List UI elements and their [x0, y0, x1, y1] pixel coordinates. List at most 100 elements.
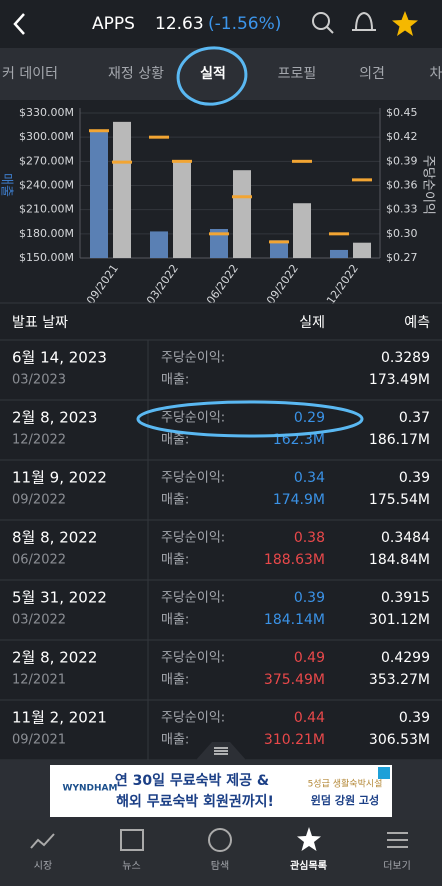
- chart-panel: [0, 100, 442, 303]
- revenue-forecast: 186.17M: [369, 432, 430, 448]
- tab[interactable]: 커 데이터: [2, 66, 58, 82]
- eps-actual: 0.44: [294, 710, 325, 726]
- alert-icon[interactable]: [352, 11, 376, 31]
- price-change: (-1.56%): [208, 14, 281, 34]
- period: 03/2023: [12, 373, 66, 388]
- tab[interactable]: 재정 상황: [108, 66, 164, 82]
- y-tick-label: $240.00M: [19, 179, 74, 192]
- nav-label[interactable]: 더보기: [383, 860, 411, 872]
- y-tick-label: $330.00M: [19, 106, 74, 119]
- revenue-label: 매출:: [161, 553, 189, 568]
- market-icon: [30, 833, 55, 849]
- period: 12/2022: [12, 433, 66, 448]
- date: 6월 14, 2023: [12, 349, 107, 367]
- revenue-actual: 375.49M: [264, 672, 325, 688]
- date: 8월 8, 2022: [12, 529, 97, 547]
- date: 11월 9, 2022: [12, 469, 107, 487]
- eps-label: 주당순이익:: [161, 351, 225, 366]
- eps-marker: [89, 129, 109, 133]
- revenue-actual: 310.21M: [264, 732, 325, 748]
- nav-label[interactable]: 시장: [34, 860, 52, 872]
- nav-icons: [30, 828, 408, 852]
- revenue-forecast: 306.53M: [369, 732, 430, 748]
- watchlist-icon: [297, 827, 321, 851]
- eps-forecast: 0.4299: [381, 650, 430, 666]
- tab[interactable]: 차: [430, 66, 442, 82]
- y2-tick-label: $0.30: [386, 227, 418, 240]
- ad-close[interactable]: [378, 767, 390, 779]
- period: 09/2021: [12, 733, 66, 748]
- price: 12.63: [155, 14, 204, 34]
- bar: [113, 121, 131, 258]
- column-header: 실제: [299, 315, 325, 331]
- y2-tick-label: $0.27: [386, 251, 418, 264]
- revenue-label: 매출:: [161, 613, 189, 628]
- y2-tick-label: $0.36: [386, 179, 418, 192]
- y2-axis-title: 주당순이익: [421, 155, 436, 215]
- ad-place: 윈덤 강원 고성: [311, 793, 379, 807]
- ad-line: 해외 무료숙박 회원권까지!: [116, 793, 274, 810]
- nav-label[interactable]: 관심목록: [290, 859, 327, 872]
- watchlist-star[interactable]: [392, 11, 418, 36]
- revenue-actual: 188.63M: [264, 552, 325, 568]
- date: 2월 8, 2022: [12, 649, 97, 667]
- eps-label: 주당순이익:: [161, 531, 225, 546]
- tab[interactable]: 의견: [359, 66, 385, 82]
- date: 2월 8, 2023: [12, 409, 97, 427]
- search-icon[interactable]: [312, 12, 334, 34]
- eps-forecast: 0.3915: [381, 590, 430, 606]
- y-tick-label: $300.00M: [19, 130, 74, 143]
- y2-tick-label: $0.42: [386, 130, 418, 143]
- ad-tag: 5성급 생활숙박시설: [308, 778, 383, 790]
- period: 06/2022: [12, 553, 66, 568]
- bar: [353, 242, 371, 258]
- column-header: 예측: [404, 315, 430, 331]
- y-tick-label: $270.00M: [19, 154, 74, 167]
- y-tick-label: $210.00M: [19, 203, 74, 216]
- nav-label[interactable]: 뉴스: [122, 860, 140, 872]
- revenue-actual: 174.9M: [273, 492, 325, 508]
- bottom-nav: [0, 820, 442, 886]
- eps-actual: 0.29: [294, 410, 325, 426]
- eps-forecast: 0.37: [399, 410, 430, 426]
- eps-label: 주당순이익:: [161, 591, 225, 606]
- eps-label: 주당순이익:: [161, 471, 225, 486]
- eps-actual: 0.49: [294, 650, 325, 666]
- eps-forecast: 0.39: [399, 710, 430, 726]
- bar: [90, 129, 108, 258]
- date: 5월 31, 2022: [12, 589, 107, 607]
- y-tick-label: $150.00M: [19, 251, 74, 264]
- period: 03/2022: [12, 613, 66, 628]
- revenue-forecast: 175.54M: [369, 492, 430, 508]
- tab-bar: [0, 48, 442, 100]
- back-button[interactable]: [13, 13, 25, 35]
- ad-banner[interactable]: [50, 765, 392, 817]
- revenue-forecast: 353.27M: [369, 672, 430, 688]
- eps-marker: [232, 195, 252, 199]
- date: 11월 2, 2021: [12, 709, 107, 727]
- bar: [330, 249, 348, 258]
- eps-actual: 0.39: [294, 590, 325, 606]
- eps-label: 주당순이익:: [161, 711, 225, 726]
- tab[interactable]: 프로필: [278, 66, 317, 82]
- ad-line: 연 30일 무료숙박 제공 &: [115, 772, 269, 789]
- nav-label[interactable]: 탐색: [211, 860, 229, 872]
- y2-tick-label: $0.45: [386, 106, 418, 119]
- eps-forecast: 0.3484: [381, 530, 430, 546]
- column-header: 발표 날짜: [12, 315, 68, 331]
- revenue-label: 매출:: [161, 433, 189, 448]
- eps-marker: [292, 159, 312, 163]
- tab[interactable]: 실적: [200, 65, 226, 82]
- eps-marker: [112, 160, 132, 164]
- more-handle[interactable]: [196, 742, 246, 760]
- period: 12/2021: [12, 673, 66, 688]
- highlight-circle: [136, 400, 364, 438]
- revenue-label: 매출:: [161, 373, 189, 388]
- eps-marker: [172, 159, 192, 163]
- eps-label: 주당순이익:: [161, 651, 225, 666]
- bar: [150, 231, 168, 258]
- eps-actual: 0.34: [294, 470, 325, 486]
- eps-marker: [149, 135, 169, 139]
- symbol: APPS: [92, 14, 135, 34]
